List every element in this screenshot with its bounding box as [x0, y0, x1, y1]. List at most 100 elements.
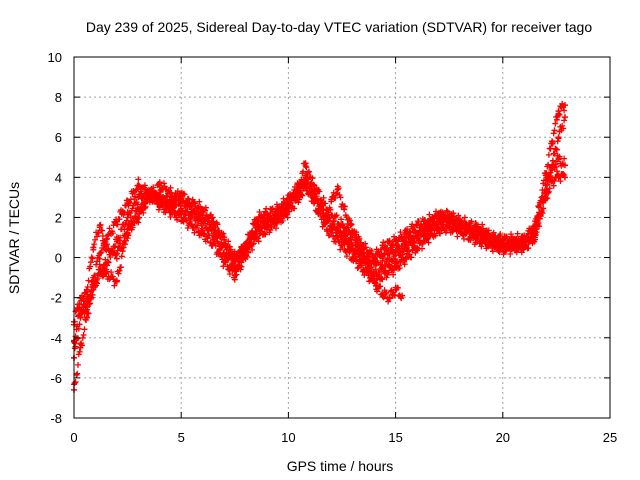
- data-point: [113, 278, 120, 285]
- data-point: [178, 190, 185, 197]
- data-point: [156, 182, 163, 189]
- data-point: [424, 228, 431, 235]
- y-tick-label: 6: [55, 130, 62, 145]
- data-point: [274, 212, 281, 219]
- data-point: [347, 222, 354, 229]
- data-point: [561, 162, 568, 169]
- data-point: [221, 258, 228, 265]
- x-tick-label: 15: [388, 430, 402, 445]
- data-point: [103, 270, 110, 277]
- data-point: [103, 236, 110, 243]
- data-point: [371, 254, 378, 261]
- data-point: [302, 184, 309, 191]
- series-trace-e: [328, 183, 406, 305]
- data-point: [542, 194, 549, 201]
- y-tick-label: -8: [50, 411, 62, 426]
- data-point: [399, 292, 406, 299]
- data-point: [334, 186, 341, 193]
- data-point: [403, 244, 410, 251]
- data-point: [354, 236, 361, 243]
- data-point: [103, 260, 110, 267]
- data-series: [71, 100, 568, 393]
- data-point: [414, 222, 421, 229]
- data-point: [156, 194, 163, 201]
- data-point: [188, 200, 195, 207]
- data-point: [77, 344, 84, 351]
- plot-frame: [73, 56, 611, 419]
- data-point: [510, 242, 517, 249]
- data-point: [424, 218, 431, 225]
- data-point: [135, 182, 142, 189]
- data-point: [124, 200, 131, 207]
- data-point: [311, 182, 318, 189]
- data-point: [339, 222, 345, 229]
- data-point: [231, 272, 238, 279]
- data-point: [446, 218, 453, 225]
- series-trace-b: [71, 114, 568, 393]
- data-point: [253, 228, 260, 235]
- data-point: [323, 226, 330, 233]
- data-point: [366, 266, 373, 273]
- data-point: [167, 200, 174, 207]
- data-point: [103, 246, 110, 253]
- data-point: [210, 240, 217, 247]
- y-tick-label: 8: [55, 90, 62, 105]
- data-point: [90, 286, 97, 293]
- data-point: [146, 194, 153, 201]
- data-point: [178, 198, 185, 205]
- chart-title: Day 239 of 2025, Sidereal Day-to-day VTE…: [86, 19, 593, 35]
- data-point: [96, 266, 103, 273]
- data-point: [403, 230, 410, 237]
- data-point: [499, 240, 506, 247]
- data-point: [549, 164, 556, 171]
- data-point: [403, 254, 410, 261]
- data-point: [96, 222, 103, 229]
- data-point: [328, 198, 335, 205]
- data-point: [199, 206, 206, 213]
- data-point: [435, 220, 442, 227]
- data-point: [392, 258, 399, 265]
- data-point: [456, 224, 463, 231]
- data-point: [555, 172, 562, 179]
- data-point: [531, 230, 538, 237]
- data-point: [392, 238, 399, 245]
- y-tick-label: 2: [55, 210, 62, 225]
- data-point: [414, 244, 421, 251]
- data-point: [135, 194, 142, 201]
- data-point: [285, 208, 292, 215]
- data-point: [135, 214, 142, 221]
- x-tick-label: 20: [496, 430, 510, 445]
- data-point: [549, 138, 556, 145]
- data-point: [341, 206, 348, 213]
- data-point: [188, 222, 195, 229]
- data-point: [467, 226, 474, 233]
- data-point: [323, 214, 330, 221]
- x-tick-label: 25: [603, 430, 617, 445]
- data-point: [90, 274, 97, 281]
- data-point: [231, 254, 238, 261]
- data-point: [349, 246, 356, 253]
- data-point: [386, 294, 393, 301]
- data-point: [549, 178, 556, 185]
- data-point: [381, 242, 388, 249]
- x-tick-label: 10: [281, 430, 295, 445]
- data-point: [561, 114, 568, 121]
- data-point: [521, 238, 528, 245]
- data-point: [555, 108, 562, 115]
- y-tick-label: -4: [50, 331, 62, 346]
- data-point: [555, 156, 562, 163]
- data-point: [96, 250, 103, 257]
- data-point: [339, 234, 345, 241]
- y-tick-label: 4: [55, 170, 62, 185]
- data-point: [311, 194, 318, 201]
- data-point: [210, 218, 217, 225]
- y-tick-label: 0: [55, 251, 62, 266]
- data-point: [113, 238, 120, 245]
- data-point: [555, 134, 562, 141]
- data-point: [302, 160, 309, 167]
- y-tick-label: 10: [48, 50, 62, 65]
- y-axis-label: SDTVAR / TECUs: [6, 182, 22, 294]
- data-point: [381, 262, 388, 269]
- data-point: [392, 286, 399, 293]
